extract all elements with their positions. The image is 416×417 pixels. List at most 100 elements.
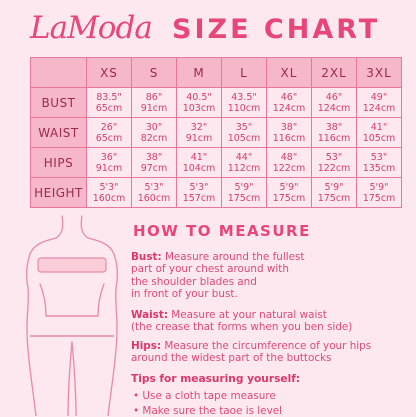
waist-instructions: Waist: Measure at your natural waist (th… <box>131 309 411 334</box>
measurement-inches: 38" <box>325 121 343 133</box>
bust-line: in front of your bust. <box>131 288 238 301</box>
measurement-cell: 5'9" 175cm <box>311 177 357 208</box>
row-header-height: HEIGHT <box>30 177 87 208</box>
bust-line: the shoulder blades and <box>131 275 257 288</box>
measurement-cell: 53" 135cm <box>356 147 402 178</box>
measurement-cell: 5'3" 160cm <box>86 177 132 208</box>
measurement-inches: 86" <box>145 91 163 103</box>
measurement-inches: 46" <box>280 91 298 103</box>
how-to-measure-heading: HOW TO MEASURE <box>133 222 311 240</box>
measurement-cm: 124cm <box>317 102 351 114</box>
measurement-cm: 105cm <box>227 132 261 144</box>
measurement-inches: 26" <box>100 121 118 133</box>
measurement-inches: 5'3" <box>99 181 119 193</box>
brand-logo: LaModa <box>30 10 153 46</box>
measurement-inches: 38" <box>280 121 298 133</box>
table-row: HEIGHT 5'3" 160cm 5'3" 160cm 5'3" 157cm 5'9" 175… <box>30 177 402 208</box>
measurement-cm: 135cm <box>362 162 396 174</box>
measurement-inches: 49" <box>370 91 388 103</box>
hips-line: around the widest part of the buttocks <box>131 352 332 365</box>
measurement-inches: 41" <box>190 151 208 163</box>
bust-label: Bust: <box>131 251 162 263</box>
hips-label: Hips: <box>131 340 162 352</box>
measurement-cell: 43.5" 110cm <box>221 87 267 118</box>
size-header: M <box>176 57 222 88</box>
hips-line: Measure the circumference of your hips <box>164 340 372 352</box>
measurement-cell: 48" 122cm <box>266 147 312 178</box>
measurement-cell: 38" 116cm <box>311 117 357 148</box>
measurement-inches: 43.5" <box>231 91 257 103</box>
neck-outline <box>55 215 64 239</box>
measurement-cm: 65cm <box>95 132 123 144</box>
measurement-cell: 5'9" 175cm <box>266 177 312 208</box>
measurement-inches: 5'3" <box>144 181 164 193</box>
tip-item: • Make sure the taoe is level <box>133 405 283 417</box>
measurement-inches: 35" <box>235 121 253 133</box>
measurement-cm: 160cm <box>137 192 171 204</box>
size-header-row: XS S M L XL 2XL 3XL <box>30 57 402 88</box>
measurement-cm: 122cm <box>317 162 351 174</box>
bust-instructions: Bust: Measure around the fullest part of… <box>131 251 411 301</box>
measurement-cm: 65cm <box>95 102 123 114</box>
size-chart-table: XS S M L XL 2XL 3XL BUST 83.5" 65cm 86" 91cm… <box>30 57 402 208</box>
measurement-inches: 30" <box>145 121 163 133</box>
page-title: SIZE CHART <box>172 14 381 45</box>
measurement-cm: 157cm <box>182 192 216 204</box>
measurement-cell: 86" 91cm <box>131 87 177 118</box>
measurement-inches: 48" <box>280 151 298 163</box>
measurement-cm: 175cm <box>227 192 261 204</box>
measurement-cell: 32" 91cm <box>176 117 222 148</box>
measurement-cm: 175cm <box>317 192 351 204</box>
measurement-cell: 41" 104cm <box>176 147 222 178</box>
size-header: L <box>221 57 267 88</box>
measurement-cm: 124cm <box>272 102 306 114</box>
measurement-cell: 30" 82cm <box>131 117 177 148</box>
measurement-cell: 5'9" 175cm <box>356 177 402 208</box>
measurement-inches: 5'9" <box>279 181 299 193</box>
bust-band <box>37 257 107 273</box>
measurement-cell: 35" 105cm <box>221 117 267 148</box>
measurement-cell: 38" 116cm <box>266 117 312 148</box>
measurement-cm: 91cm <box>95 162 123 174</box>
measurement-cell: 46" 124cm <box>311 87 357 118</box>
measurement-cm: 110cm <box>227 102 261 114</box>
measurement-cm: 124cm <box>362 102 396 114</box>
measurement-cm: 91cm <box>140 102 168 114</box>
measurement-inches: 32" <box>190 121 208 133</box>
hips-instructions: Hips: Measure the circumference of your … <box>131 340 411 365</box>
measurement-cell: 46" 124cm <box>266 87 312 118</box>
size-header: XS <box>86 57 132 88</box>
measurement-cell: 5'9" 175cm <box>221 177 267 208</box>
bust-line: Measure around the fullest <box>164 251 305 263</box>
row-header-waist: WAIST <box>30 117 87 148</box>
size-header: XL <box>266 57 312 88</box>
measurement-cm: 82cm <box>140 132 168 144</box>
measurement-cm: 122cm <box>272 162 306 174</box>
measurement-cell: 40.5" 103cm <box>176 87 222 118</box>
measurement-cm: 91cm <box>185 132 213 144</box>
tip-item: • Use a cloth tape measure <box>133 390 276 402</box>
body-figure-illustration <box>26 215 118 416</box>
measurement-cell: 44" 112cm <box>221 147 267 178</box>
waist-label: Waist: <box>131 309 168 321</box>
measurement-cell: 36" 91cm <box>86 147 132 178</box>
row-header-hips: HIPS <box>30 147 87 178</box>
measurement-cm: 105cm <box>362 132 396 144</box>
measurement-inches: 46" <box>325 91 343 103</box>
measurement-inches: 53" <box>370 151 388 163</box>
measurement-cm: 160cm <box>92 192 126 204</box>
measurement-inches: 5'9" <box>369 181 389 193</box>
measurement-cm: 116cm <box>272 132 306 144</box>
torso-outline <box>26 237 57 416</box>
row-header-bust: BUST <box>30 87 87 118</box>
waist-line: Measure at your natural waist <box>171 309 327 321</box>
measurement-cell: 53" 122cm <box>311 147 357 178</box>
table-row: HIPS 36" 91cm 38" 97cm 41" 104cm 44" 112cm 48" 122… <box>30 147 402 178</box>
measurement-cell: 26" 65cm <box>86 117 132 148</box>
measurement-inches: 40.5" <box>186 91 212 103</box>
measurement-inches: 36" <box>100 151 118 163</box>
measurement-cm: 103cm <box>182 102 216 114</box>
measurement-cell: 5'3" 157cm <box>176 177 222 208</box>
measurement-inches: 38" <box>145 151 163 163</box>
tips-title: Tips for measuring yourself: <box>131 373 301 385</box>
